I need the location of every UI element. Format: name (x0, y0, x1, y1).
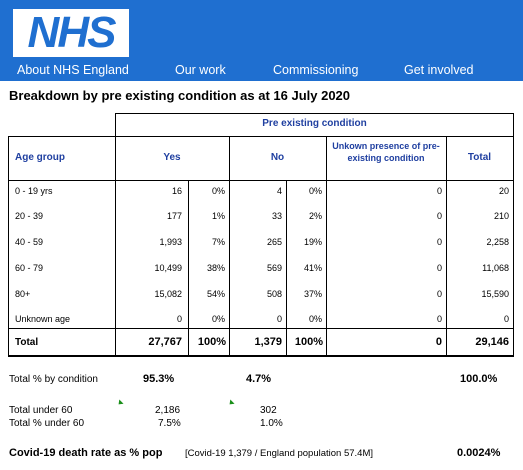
no-pct-cell: 37% (303, 289, 322, 299)
no-header: No (270, 152, 285, 163)
total-cell: 210 (493, 211, 509, 221)
no-pct-cell: 19% (303, 237, 322, 247)
death-rate-label: Covid-19 death rate as % pop (9, 447, 163, 459)
yes-pct-cell: 7% (211, 237, 225, 247)
unknown-header: Unkown presence of pre-existing conditio… (332, 141, 440, 163)
age-cell: 80+ (15, 289, 31, 299)
nhs-logo-text: NHS (27, 8, 117, 57)
nhs-header: NHS About NHS England Our work Commissio… (0, 0, 523, 81)
page-title: Breakdown by pre existing condition as a… (9, 88, 351, 103)
pre-existing-condition-header: Pre existing condition (262, 118, 367, 129)
yes-pct-cell: 38% (206, 263, 225, 273)
unknown-cell: 0 (436, 211, 442, 221)
yes-cell: 10,499 (154, 263, 182, 273)
under60-yes: 2,186 (155, 405, 181, 416)
by-condition-yes: 95.3% (143, 373, 175, 385)
yes-cell: 15,082 (154, 289, 182, 299)
age-cell: 20 - 39 (15, 211, 44, 221)
no-total-cell: 1,379 (254, 336, 282, 348)
total-cell: 2,258 (486, 237, 509, 247)
unknown-cell: 0 (436, 237, 442, 247)
total-header: Total (467, 152, 492, 163)
yes-pct-total-cell: 100% (197, 336, 226, 348)
yes-header: Yes (163, 152, 181, 163)
unknown-cell: 0 (436, 314, 442, 324)
no-cell: 4 (276, 186, 282, 196)
no-cell: 265 (266, 237, 282, 247)
nav-commissioning[interactable]: Commissioning (273, 63, 359, 77)
yes-pct-cell: 54% (206, 289, 225, 299)
yes-cell: 1,993 (159, 237, 182, 247)
no-pct-cell: 41% (303, 263, 322, 273)
no-cell: 569 (266, 263, 282, 273)
total-cell: 20 (498, 186, 509, 196)
cell-note-marker (227, 399, 235, 407)
under60-no: 302 (260, 405, 277, 416)
unknown-cell: 0 (436, 289, 442, 299)
age-cell: Unknown age (15, 314, 71, 324)
nav-our-work[interactable]: Our work (175, 63, 226, 77)
yes-cell: 177 (166, 211, 182, 221)
no-cell: 33 (271, 211, 282, 221)
no-cell: 508 (266, 289, 282, 299)
yes-pct-cell: 0% (211, 186, 225, 196)
no-pct-cell: 0% (308, 186, 322, 196)
under60-label: Total under 60 (9, 405, 73, 416)
death-rate-note: [Covid-19 1,379 / England population 57.… (185, 448, 374, 459)
no-pct-cell: 2% (308, 211, 322, 221)
age-cell: 40 - 59 (15, 237, 44, 247)
nav-get-involved[interactable]: Get involved (404, 63, 474, 77)
main-nav: About NHS England Our work Commissioning… (0, 60, 523, 80)
yes-total-cell: 27,767 (148, 336, 182, 348)
no-pct-cell: 0% (308, 314, 322, 324)
by-condition-no: 4.7% (246, 373, 272, 385)
pct-under60-yes: 7.5% (158, 418, 181, 429)
by-condition-total: 100.0% (460, 373, 498, 385)
death-rate-value: 0.0024% (457, 447, 501, 459)
total-cell: 0 (503, 314, 509, 324)
age-group-header: Age group (15, 152, 65, 163)
nhs-logo[interactable]: NHS (13, 9, 129, 57)
cell-note-marker (116, 399, 124, 407)
grand-total-cell: 29,146 (475, 336, 509, 348)
no-pct-total-cell: 100% (294, 336, 323, 348)
unknown-cell: 0 (436, 186, 442, 196)
pct-under60-label: Total % under 60 (9, 418, 85, 429)
total-cell: 11,068 (482, 263, 509, 273)
yes-cell: 16 (171, 186, 182, 196)
no-cell: 0 (276, 314, 282, 324)
pct-under60-no: 1.0% (260, 418, 283, 429)
yes-pct-cell: 1% (211, 211, 225, 221)
age-cell: 60 - 79 (15, 263, 44, 273)
by-condition-label: Total % by condition (9, 374, 98, 385)
total-cell: 15,590 (481, 289, 509, 299)
unknown-total-cell: 0 (435, 336, 442, 348)
age-cell: 0 - 19 yrs (15, 186, 53, 196)
yes-pct-cell: 0% (211, 314, 225, 324)
yes-cell: 0 (176, 314, 182, 324)
nav-about[interactable]: About NHS England (17, 63, 129, 77)
total-label-cell: Total (15, 337, 39, 348)
unknown-cell: 0 (436, 263, 442, 273)
